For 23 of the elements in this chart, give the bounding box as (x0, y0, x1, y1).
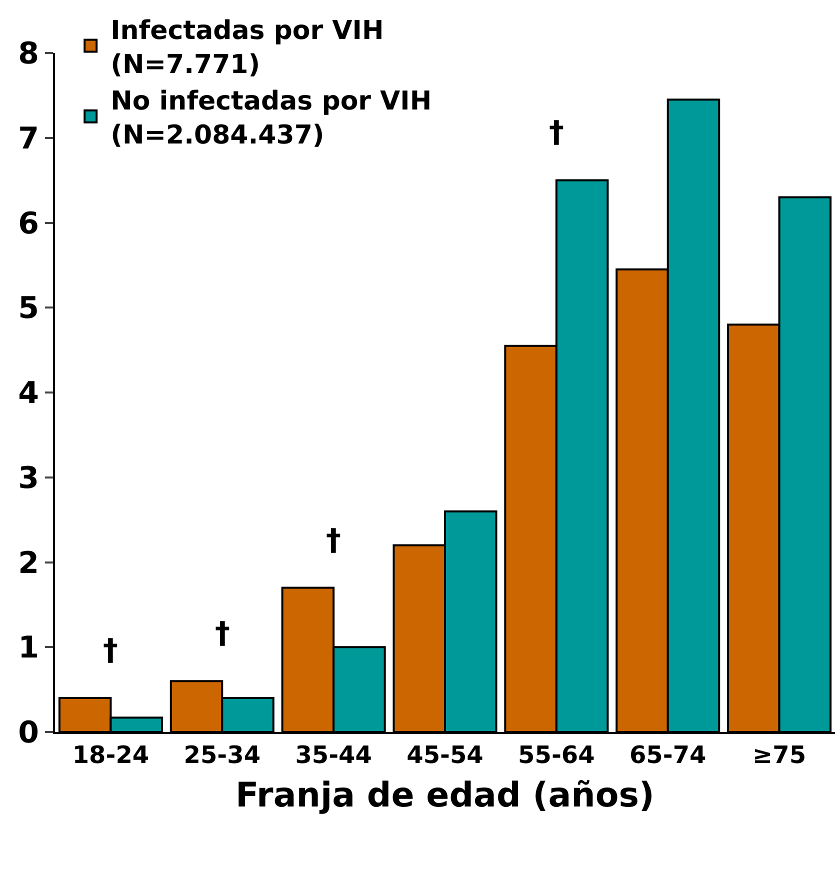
annotation: † (215, 616, 230, 651)
y-tick-label: 6 (18, 206, 39, 242)
legend-label: No infectadas por VIH (N=2.084.437) (110, 86, 432, 150)
x-tick-label: ≥75 (752, 740, 806, 769)
y-tick-label: 5 (18, 291, 39, 326)
x-tick-label: 65-74 (629, 740, 706, 769)
x-tick-label: 55-64 (518, 740, 595, 769)
y-tick-label: 8 (18, 36, 39, 72)
y-tick-label: 4 (18, 376, 39, 411)
x-tick-label: 35-44 (295, 740, 372, 769)
y-tick-label: 1 (18, 630, 39, 666)
y-tick-label: 3 (18, 460, 39, 496)
annotation: † (549, 115, 564, 150)
y-tick-label: 0 (18, 716, 39, 750)
annotation: † (103, 633, 118, 668)
legend-label: Infectadas por VIH (N=7.771) (110, 16, 384, 80)
annotation: † (326, 523, 341, 558)
x-tick-label: 25-34 (184, 740, 261, 769)
y-tick-label: 2 (18, 546, 39, 581)
x-tick-label: 18-24 (72, 740, 150, 769)
y-tick-label: 7 (18, 121, 39, 156)
x-axis-title: Franja de edad (años) (236, 776, 654, 816)
x-tick-label: 45-54 (406, 740, 484, 769)
